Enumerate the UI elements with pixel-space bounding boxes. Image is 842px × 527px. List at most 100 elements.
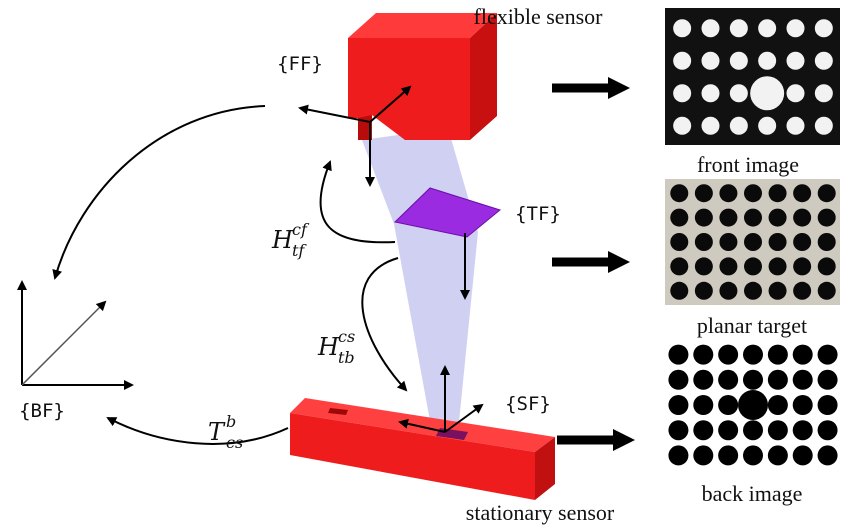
pattern-dot [787, 84, 805, 102]
pattern-dot [730, 52, 748, 70]
pattern-dot [730, 117, 748, 135]
pattern-dot [693, 420, 713, 440]
pattern-dot [787, 52, 805, 70]
caption: stationary sensor [466, 500, 615, 525]
pattern-dot [818, 257, 836, 275]
pattern-dot [719, 233, 737, 251]
pattern-dot [673, 117, 691, 135]
pattern-dot [793, 370, 813, 390]
pattern-dot [768, 445, 788, 465]
pattern-dot [718, 445, 738, 465]
pattern-dot [668, 445, 688, 465]
pattern-dot [668, 345, 688, 365]
pattern-dot [730, 84, 748, 102]
pattern-dot [718, 395, 738, 415]
pattern-dot [750, 76, 784, 110]
pattern-dot [702, 117, 720, 135]
pattern-dot [744, 282, 762, 300]
caption: front image [697, 152, 799, 177]
pattern-dot [793, 257, 811, 275]
pattern-dot [793, 233, 811, 251]
pattern-dot [695, 209, 713, 227]
caption: planar target [697, 313, 807, 338]
pattern-dot [670, 209, 688, 227]
pattern-dot [738, 390, 768, 420]
pattern-dot [673, 52, 691, 70]
arrow-ff-to-bf [55, 106, 265, 278]
pattern-dot [702, 84, 720, 102]
pattern-dot [815, 117, 833, 135]
pattern-dot [815, 84, 833, 102]
frame-bf-axes [22, 282, 132, 385]
pattern-dot [744, 233, 762, 251]
frame-label: {TF} [515, 203, 561, 225]
pattern-dot [695, 282, 713, 300]
pattern-dot [769, 282, 787, 300]
pattern-dot [793, 395, 813, 415]
pattern-dot [787, 19, 805, 37]
pattern-dot [818, 395, 838, 415]
caption: back image [702, 481, 803, 506]
pattern-dot [743, 420, 763, 440]
pattern-dot [769, 184, 787, 202]
transform-label: T b cs [208, 412, 243, 452]
pattern-dot [768, 395, 788, 415]
arrow-sf-to-bf [108, 418, 288, 444]
pattern-dot [818, 370, 838, 390]
pattern-dot [744, 257, 762, 275]
pattern-dot [673, 84, 691, 102]
pattern-dot [744, 209, 762, 227]
pattern-dot [719, 184, 737, 202]
pattern-dot [693, 370, 713, 390]
pattern-dot [758, 52, 776, 70]
pattern-dot [818, 282, 836, 300]
pattern-dot [793, 345, 813, 365]
pattern-dot [793, 445, 813, 465]
pattern-dot [743, 345, 763, 365]
pattern-dot [718, 420, 738, 440]
frame-label: {SF} [505, 393, 551, 415]
pattern-dot [718, 345, 738, 365]
pattern-dot [719, 257, 737, 275]
pattern-dot [719, 282, 737, 300]
pattern-dot [769, 233, 787, 251]
arrow-tf-to-sf [362, 258, 406, 390]
pattern-dot [818, 233, 836, 251]
pattern-dot [702, 52, 720, 70]
pattern-dot [670, 184, 688, 202]
pattern-dot [695, 233, 713, 251]
pattern-dot [693, 345, 713, 365]
planar-target-image [665, 179, 840, 305]
frame-label: {BF} [19, 400, 65, 422]
front-image [665, 8, 840, 145]
pattern-dot [718, 370, 738, 390]
pattern-dot [673, 19, 691, 37]
frame-label: {FF} [277, 53, 323, 75]
pattern-dot [768, 370, 788, 390]
pattern-dot [693, 445, 713, 465]
back-image [665, 340, 840, 470]
pattern-dot [768, 345, 788, 365]
pattern-dot [670, 257, 688, 275]
pattern-dot [743, 445, 763, 465]
pattern-dot [793, 209, 811, 227]
pattern-dot [695, 184, 713, 202]
pattern-dot [769, 257, 787, 275]
pattern-dot [793, 282, 811, 300]
pattern-dot [793, 184, 811, 202]
pattern-dot [758, 19, 776, 37]
pattern-dot [769, 209, 787, 227]
pattern-dot [818, 345, 838, 365]
pattern-dot [730, 19, 748, 37]
pattern-dot [818, 184, 836, 202]
pattern-dot [693, 395, 713, 415]
transform-label: H cf tf [271, 220, 312, 260]
pattern-dot [719, 209, 737, 227]
pattern-dot [702, 19, 720, 37]
pattern-dot [668, 395, 688, 415]
pattern-dot [758, 117, 776, 135]
pattern-dot [818, 420, 838, 440]
projection-cone [362, 128, 478, 432]
pattern-dot [793, 420, 813, 440]
pattern-dot [668, 420, 688, 440]
